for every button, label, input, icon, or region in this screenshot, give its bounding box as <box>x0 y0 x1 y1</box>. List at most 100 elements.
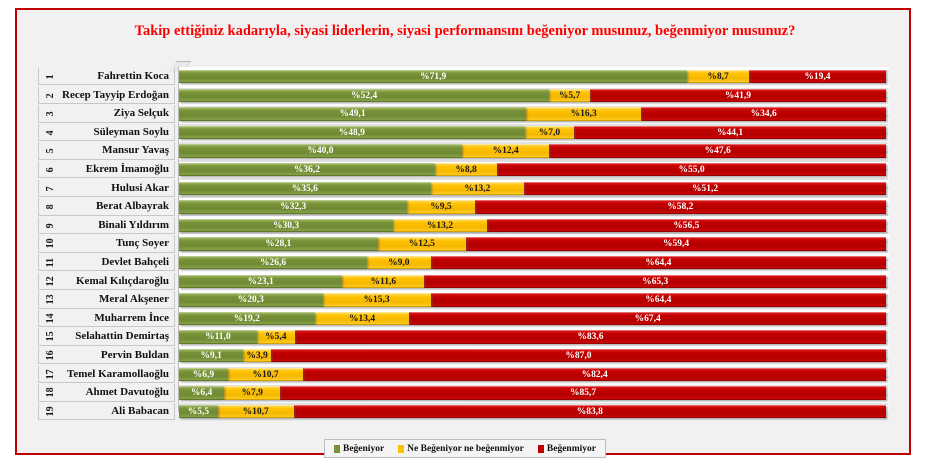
bar-value-label: %9,5 <box>430 202 452 213</box>
row-index-label: 5 <box>45 148 56 154</box>
row-category-cell <box>38 105 175 123</box>
bar-value-label: %19,2 <box>233 313 260 324</box>
bar-value-label: %12,4 <box>492 146 519 157</box>
bar-value-label: %55,0 <box>678 165 705 175</box>
bar-value-label: %7,0 <box>538 127 561 138</box>
bar-segment-disapprove: %83,6 <box>294 330 886 344</box>
row-category-cell <box>38 328 175 346</box>
legend-swatch-icon <box>398 444 405 453</box>
row-category-label: Binali Yıldırım <box>98 218 169 231</box>
table-row: 14 Muharrem İnce %19,2 %13,4 %67,4 <box>35 309 895 328</box>
bar-value-label: %30,3 <box>273 220 300 231</box>
table-row: 11 Devlet Bahçeli %26,6 %9,0 %64,4 <box>35 254 895 272</box>
table-row: 16 Pervin Buldan %9,1 %3,9 %87,0 <box>35 347 895 365</box>
legend-swatch-icon <box>334 444 340 453</box>
stacked-bar: %35,6 %13,2 %51,2 <box>179 181 886 195</box>
bar-segment-approve: %30,3 <box>179 218 394 233</box>
table-row: 8 Berat Albayrak %32,3 %9,5 %58,2 <box>35 198 895 216</box>
legend-item[interactable]: Ne Beğeniyor ne beğenmiyor <box>398 444 524 454</box>
row-index-label: 11 <box>45 257 56 268</box>
row-category-cell <box>38 86 175 104</box>
table-row: 5 Mansur Yavaş %40,0 %12,4 %47,6 <box>35 142 895 160</box>
row-index-label: 12 <box>45 276 56 287</box>
row-category-label: Ekrem İmamoğlu <box>85 163 169 175</box>
row-category-cell <box>38 254 175 272</box>
bar-value-label: %9,1 <box>200 351 222 361</box>
bar-value-label: %64,4 <box>645 295 672 306</box>
bar-segment-disapprove: %64,4 <box>430 293 886 307</box>
row-category-cell <box>38 309 175 328</box>
row-category-label: Hulusi Akar <box>111 181 169 194</box>
row-category-cell <box>38 68 175 86</box>
row-category-label: Selahattin Demirtaş <box>75 330 169 343</box>
bar-value-label: %51,2 <box>691 183 719 194</box>
stacked-bar: %52,4 %5,7 %41,9 <box>179 88 886 102</box>
bar-segment-approve: %26,6 <box>179 256 368 270</box>
stacked-bar: %28,1 %12,5 %59,4 <box>179 237 886 251</box>
bar-segment-disapprove: %44,1 <box>574 125 886 140</box>
row-category-cell <box>38 161 175 179</box>
row-category-cell <box>38 272 175 290</box>
row-category-label: Fahrettin Koca <box>97 70 169 82</box>
bar-segment-neutral: %13,4 <box>314 311 410 326</box>
row-index-label: 2 <box>45 92 56 98</box>
bar-value-label: %67,4 <box>634 313 661 324</box>
bar-segment-disapprove: %85,7 <box>280 386 886 400</box>
bar-value-label: %35,6 <box>291 183 318 194</box>
row-category-label: Ziya Selçuk <box>113 107 169 120</box>
row-category-cell <box>38 235 175 253</box>
bar-value-label: %34,6 <box>750 109 777 120</box>
row-category-cell <box>38 402 175 421</box>
bar-segment-neutral: %13,2 <box>430 181 524 195</box>
legend-item[interactable]: Beğeniyor <box>334 444 384 454</box>
row-category-cell <box>38 123 175 142</box>
bar-value-label: %56,5 <box>673 220 700 231</box>
table-row: 7 Hulusi Akar %35,6 %13,2 %51,2 <box>35 179 895 197</box>
row-index-label: 3 <box>45 111 56 117</box>
row-index-label: 13 <box>45 294 56 305</box>
row-category-cell <box>38 216 175 235</box>
row-category-label: Kemal Kılıçdaroğlu <box>76 274 169 287</box>
legend-item[interactable]: Beğenmiyor <box>537 444 596 454</box>
bar-segment-neutral: %7,0 <box>524 125 575 140</box>
bar-value-label: %3,9 <box>246 351 268 361</box>
bar-value-label: %6,9 <box>192 369 215 380</box>
bar-value-label: %20,3 <box>237 295 264 306</box>
table-row: 12 Kemal Kılıçdaroğlu %23,1 %11,6 %65,3 <box>35 272 895 290</box>
bar-value-label: %49,1 <box>339 109 366 120</box>
bar-value-label: %82,4 <box>581 369 608 380</box>
row-index-label: 14 <box>45 313 56 324</box>
row-index-label: 1 <box>45 74 56 80</box>
bar-value-label: %19,4 <box>804 72 831 82</box>
bar-segment-approve: %19,2 <box>179 311 315 326</box>
bar-segment-approve: %40,0 <box>179 144 462 158</box>
row-index-label: 15 <box>45 332 56 343</box>
table-row: 18 Ahmet Davutoğlu %6,4 %7,9 %85,7 <box>35 384 895 402</box>
row-index-label: 18 <box>45 387 56 398</box>
row-category-label: Ahmet Davutoğlu <box>85 386 169 399</box>
bar-segment-approve: %9,1 <box>179 349 244 363</box>
stacked-bar: %5,5 %10,7 %83,8 <box>179 404 886 419</box>
bar-segment-approve: %36,2 <box>179 163 435 177</box>
table-row: 10 Tunç Soyer %28,1 %12,5 %59,4 <box>35 235 895 253</box>
bar-segment-neutral: %15,3 <box>322 293 431 307</box>
bar-segment-neutral: %12,4 <box>461 144 550 158</box>
row-category-label: Süleyman Soylu <box>93 125 170 138</box>
bar-value-label: %7,9 <box>241 388 263 399</box>
bar-segment-approve: %48,9 <box>179 125 525 140</box>
bar-segment-approve: %28,1 <box>179 237 378 251</box>
bar-value-label: %58,2 <box>667 202 694 213</box>
table-row: 9 Binali Yıldırım %30,3 %13,2 %56,5 <box>35 216 895 235</box>
bar-value-label: %59,4 <box>662 239 690 250</box>
table-row: 6 Ekrem İmamoğlu %36,2 %8,8 %55,0 <box>35 161 895 179</box>
bar-value-label: %71,9 <box>420 72 447 82</box>
row-index-label: 4 <box>45 130 56 135</box>
table-row: 2 Recep Tayyip Erdoğan %52,4 %5,7 %41,9 <box>35 86 895 104</box>
bar-value-label: %5,5 <box>187 406 210 417</box>
bar-value-label: %12,5 <box>408 239 435 250</box>
bar-value-label: %11,0 <box>205 332 231 343</box>
bar-value-label: %13,2 <box>426 220 453 231</box>
bar-value-label: %9,0 <box>388 258 410 268</box>
legend-swatch-icon <box>537 444 544 453</box>
bar-segment-approve: %5,5 <box>179 404 218 419</box>
